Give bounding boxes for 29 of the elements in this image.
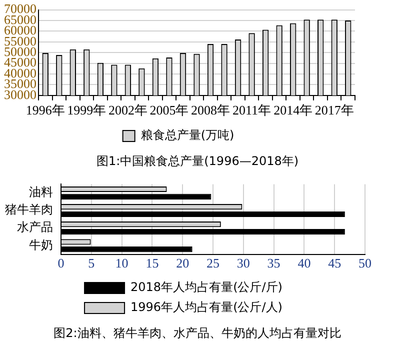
legend-label: 1996年人均占有量(公斤/人) xyxy=(130,300,282,314)
x-tick-label: 15 xyxy=(146,256,159,271)
x-tick-label: 45 xyxy=(328,256,342,271)
x-tick-label: 40 xyxy=(298,256,311,271)
x-tick-label: 35 xyxy=(267,256,280,271)
x-tick-label: 1999年 xyxy=(67,102,106,118)
x-tick-label: 2017年 xyxy=(314,102,354,118)
x-tick-label: 2014年 xyxy=(274,102,313,118)
y-tick-label: 70000 xyxy=(4,1,36,16)
x-tick-label: 10 xyxy=(115,256,128,271)
legend-label: 粮食总产量(万吨) xyxy=(140,128,234,142)
legend-label: 2018年人均占有量(公斤/斤) xyxy=(130,280,282,294)
x-tick-label: 20 xyxy=(176,256,190,271)
x-tick-label: 50 xyxy=(358,256,372,271)
y-tick-label: 牛奶 xyxy=(29,238,53,252)
y-tick-label: 油料 xyxy=(29,185,53,200)
text: 图1:中国粮食总产量(1996—2018年) xyxy=(95,153,300,170)
x-tick-label: 5 xyxy=(88,256,95,271)
x-tick-label: 2005年 xyxy=(150,102,189,118)
x-tick-label: 2002年 xyxy=(108,102,148,118)
x-tick-label: 25 xyxy=(206,256,220,271)
x-tick-label: 2008年 xyxy=(191,102,230,118)
y-tick-label: 猪牛羊肉 xyxy=(5,202,53,217)
y-tick-label: 水产品 xyxy=(17,220,53,234)
x-tick-label: 0 xyxy=(58,256,64,271)
x-tick-label: 2011年 xyxy=(232,102,272,118)
text: 图2:油料、猪牛羊肉、水产品、牛奶的人均占有量对比 xyxy=(52,325,342,342)
x-tick-label: 1996年 xyxy=(26,102,65,118)
x-tick-label: 30 xyxy=(236,256,250,271)
